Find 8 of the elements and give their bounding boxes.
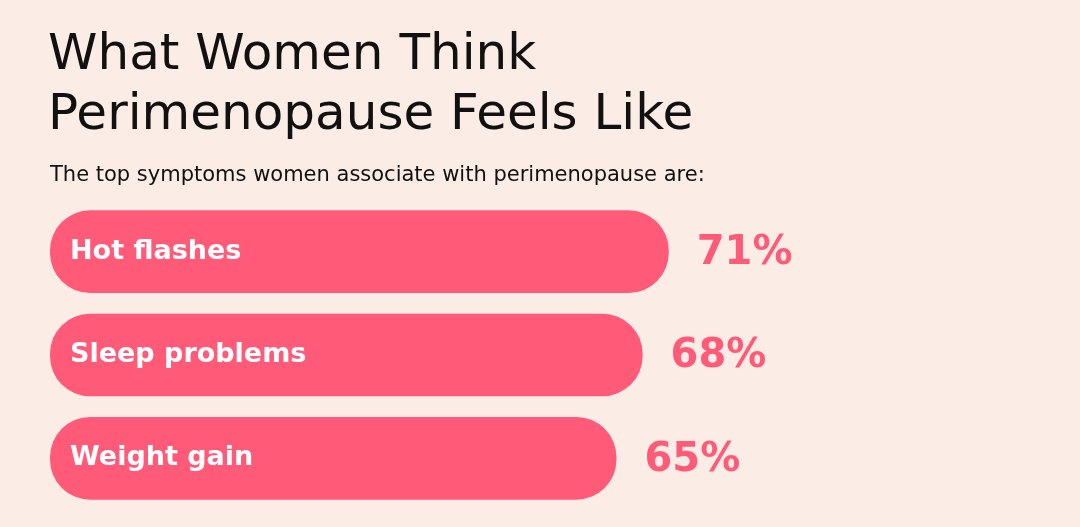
data-label: 71% (696, 227, 793, 274)
chart-title: What Women Think Perimenopause Feels Like (48, 22, 695, 142)
data-label: 68% (670, 330, 767, 377)
y-tick-label: Sleep problems (70, 337, 307, 369)
y-tick-label: Weight gain (70, 440, 254, 472)
y-tick-label: Hot flashes (70, 233, 242, 265)
chart-subtitle: The top symptoms women associate with perimenopause are: (50, 162, 705, 186)
data-label: 65% (644, 433, 741, 480)
